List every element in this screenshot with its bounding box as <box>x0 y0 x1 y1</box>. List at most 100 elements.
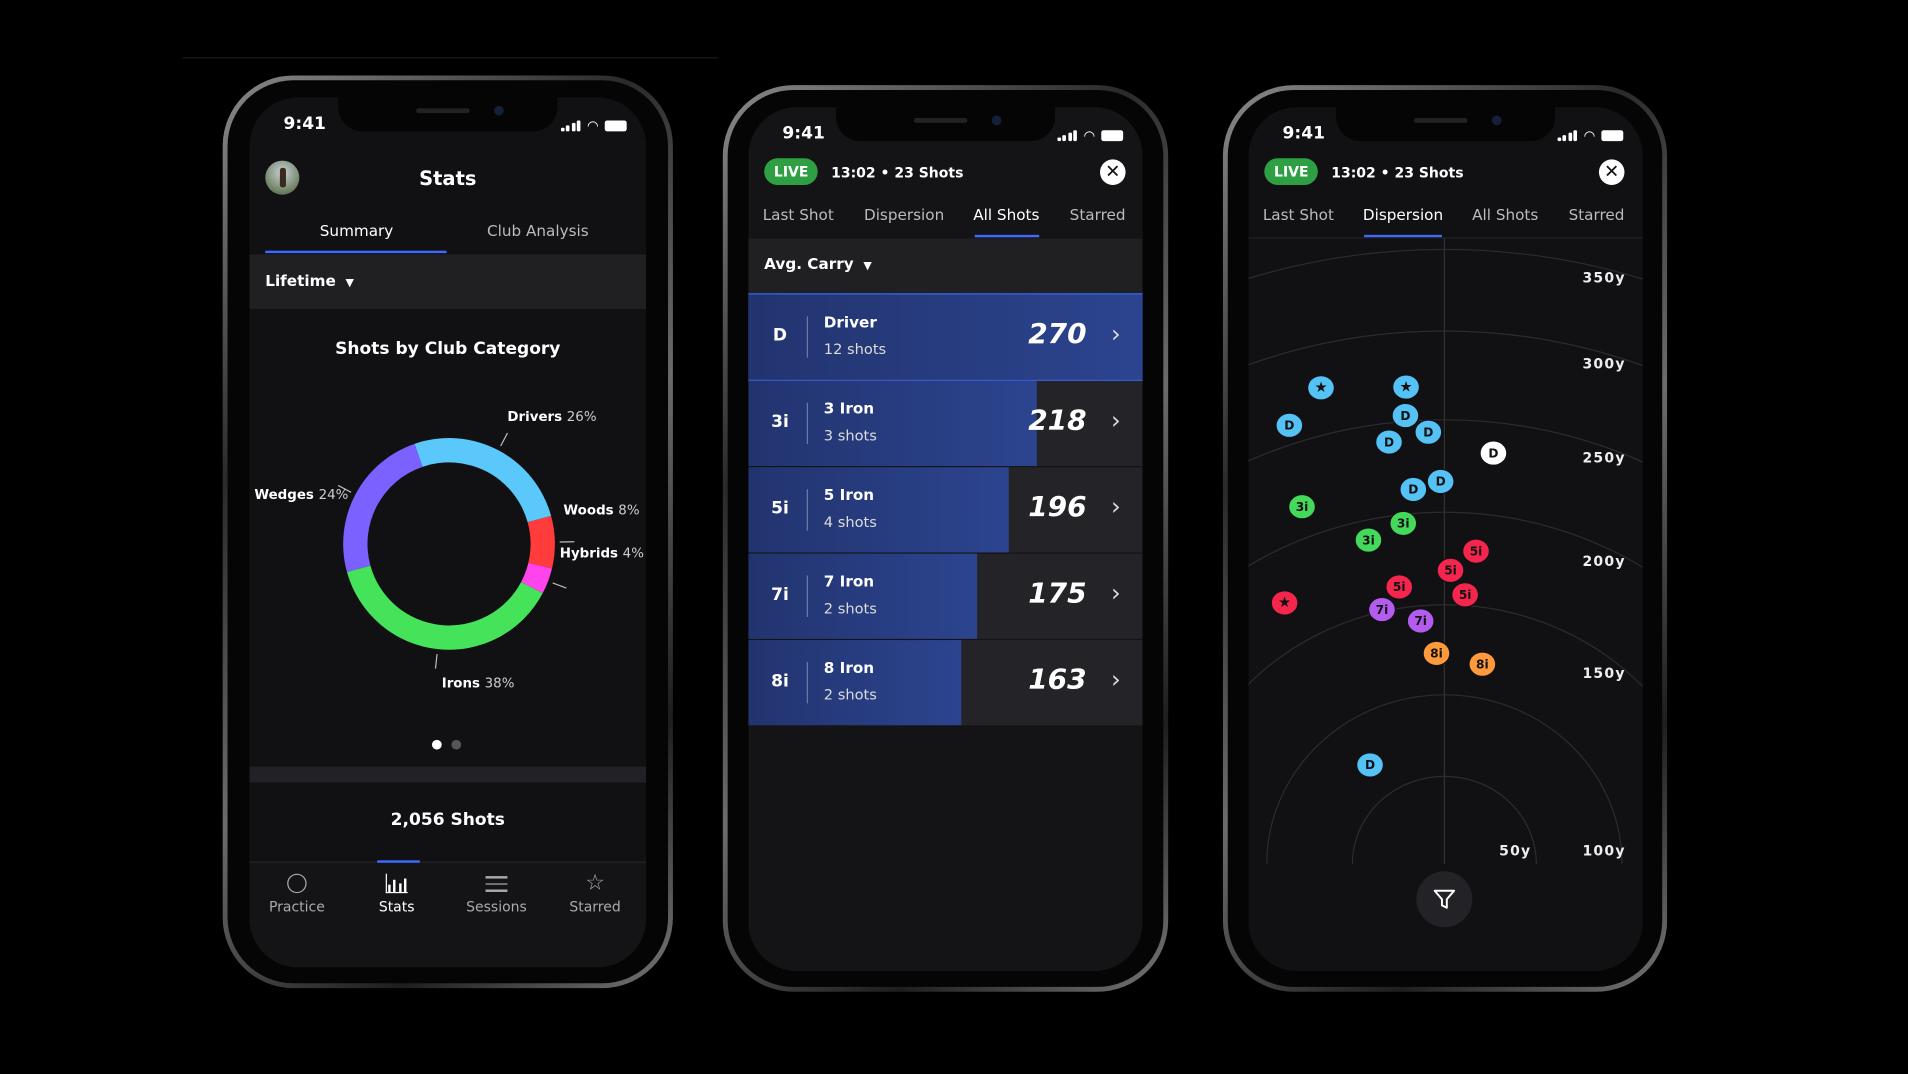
close-button[interactable]: ✕ <box>1100 159 1126 185</box>
shot-marker-5i[interactable]: ★ <box>1270 590 1299 616</box>
page-title: Stats <box>419 166 477 190</box>
tab-last-shot[interactable]: Last Shot <box>1262 205 1334 224</box>
sort-dropdown[interactable]: Avg. Carry ▼ <box>764 254 872 272</box>
slice-hybrids[interactable] <box>521 562 552 594</box>
shot-marker-8i[interactable]: 8i <box>1468 651 1497 677</box>
shot-marker-D[interactable]: D <box>1375 429 1404 455</box>
sort-label: Avg. Carry <box>764 254 854 273</box>
shot-marker-3i[interactable]: 3i <box>1354 527 1383 553</box>
avatar[interactable] <box>265 160 300 195</box>
divider <box>806 316 808 358</box>
shot-marker-D[interactable]: D <box>1426 468 1455 495</box>
shot-marker-D[interactable]: D <box>1479 440 1508 466</box>
avg-carry: 163 <box>1028 664 1087 697</box>
tab-divider <box>1248 237 1643 239</box>
sort-bar <box>748 238 1143 294</box>
tab-all-shots[interactable]: All Shots <box>973 205 1040 224</box>
filter-button[interactable] <box>1416 871 1473 928</box>
shot-label: D <box>1400 409 1410 423</box>
tab-starred[interactable]: Starred <box>1069 205 1126 224</box>
shot-label: D <box>1488 446 1498 460</box>
tab-dispersion[interactable]: Dispersion <box>863 205 945 224</box>
shot-label: D <box>1423 425 1433 439</box>
total-shots: 2,056 Shots <box>390 810 505 830</box>
nav-starred[interactable]: ☆ Starred <box>546 870 643 915</box>
shot-marker-7i[interactable]: 7i <box>1406 608 1435 634</box>
label-drivers: Drivers 26% <box>507 408 597 425</box>
star-icon: ★ <box>1314 379 1327 396</box>
ring-label-300: 300y <box>1582 355 1626 373</box>
shot-count: 3 shots <box>823 427 877 445</box>
divider <box>806 489 808 531</box>
page-dot[interactable] <box>451 739 462 750</box>
shot-marker-5i[interactable]: 5i <box>1462 538 1491 564</box>
club-row-3i[interactable]: 3i 3 Iron 3 shots 218 › <box>748 380 1143 467</box>
tab-club-analysis[interactable]: Club Analysis <box>487 221 589 240</box>
shot-marker-5i[interactable]: 5i <box>1451 582 1480 608</box>
club-row-D[interactable]: D Driver 12 shots 270 › <box>748 293 1143 381</box>
shot-marker-3i[interactable]: 3i <box>1389 510 1418 537</box>
tab-summary[interactable]: Summary <box>319 221 394 240</box>
club-abbr: 8i <box>771 671 789 692</box>
shot-label: D <box>1284 419 1294 433</box>
tab-dispersion[interactable]: Dispersion <box>1362 205 1444 224</box>
shot-marker-D[interactable]: D <box>1275 412 1304 439</box>
chart-title: Shots by Club Category <box>335 339 561 359</box>
distance-ring-150 <box>1248 604 1643 688</box>
chevron-right-icon: › <box>1110 405 1121 435</box>
shot-marker-D[interactable]: ★ <box>1307 375 1335 401</box>
carry-bar <box>748 467 1009 553</box>
live-badge: LIVE <box>764 158 819 185</box>
star-icon: ☆ <box>585 870 605 896</box>
shot-marker-5i[interactable]: 5i <box>1436 557 1465 584</box>
ring-label-150: 150y <box>1582 664 1626 682</box>
close-button[interactable]: ✕ <box>1598 159 1625 185</box>
club-name: 7 Iron <box>823 571 875 591</box>
nav-sessions[interactable]: Sessions <box>448 874 545 915</box>
bar-chart-icon <box>385 873 408 894</box>
shot-label: 7i <box>1414 614 1427 628</box>
wifi-icon: ◠ <box>586 118 599 134</box>
shot-marker-D[interactable]: ★ <box>1392 374 1421 400</box>
slice-drivers[interactable] <box>414 438 552 523</box>
club-abbr: 5i <box>771 498 789 519</box>
shot-marker-3i[interactable]: 3i <box>1288 493 1317 520</box>
tab-all-shots[interactable]: All Shots <box>1472 205 1539 224</box>
shot-marker-D[interactable]: D <box>1414 419 1443 445</box>
shot-label: 7i <box>1376 603 1389 617</box>
shot-marker-5i[interactable]: 5i <box>1385 574 1414 600</box>
shot-marker-D[interactable]: D <box>1356 752 1385 778</box>
signal-icon <box>1557 130 1578 142</box>
caret-down-icon: ▼ <box>345 277 354 290</box>
slice-woods[interactable] <box>527 515 555 569</box>
nav-active-indicator <box>377 860 420 863</box>
status-time: 9:41 <box>1282 124 1325 144</box>
club-row-7i[interactable]: 7i 7 Iron 2 shots 175 › <box>748 553 1143 639</box>
shot-marker-D[interactable]: D <box>1399 476 1428 503</box>
ring-label-50: 50y <box>1499 842 1532 860</box>
slice-irons[interactable] <box>346 565 543 650</box>
ring-label-250: 250y <box>1582 449 1626 467</box>
filter-icon <box>1433 889 1456 909</box>
tab-last-shot[interactable]: Last Shot <box>762 205 834 224</box>
shot-marker-D[interactable]: D <box>1391 402 1420 429</box>
tab-starred[interactable]: Starred <box>1568 205 1625 224</box>
shot-count: 2 shots <box>823 686 877 704</box>
carry-bar <box>748 553 978 639</box>
star-icon: ★ <box>1399 378 1412 395</box>
period-dropdown[interactable]: Lifetime ▼ <box>265 271 354 289</box>
shot-marker-7i[interactable]: 7i <box>1367 596 1396 623</box>
page-dot-active[interactable] <box>431 739 442 750</box>
period-label: Lifetime <box>265 271 336 290</box>
nav-stats[interactable]: Stats <box>348 873 445 915</box>
slice-wedges[interactable] <box>343 443 423 573</box>
divider <box>806 661 808 704</box>
leader-line <box>434 653 438 669</box>
shot-marker-8i[interactable]: 8i <box>1422 640 1451 667</box>
shot-label: D <box>1365 758 1375 772</box>
nav-practice[interactable]: Practice <box>249 873 345 915</box>
battery-icon <box>604 120 627 132</box>
club-row-5i[interactable]: 5i 5 Iron 4 shots 196 › <box>748 467 1143 553</box>
club-row-8i[interactable]: 8i 8 Iron 2 shots 163 › <box>748 640 1143 726</box>
